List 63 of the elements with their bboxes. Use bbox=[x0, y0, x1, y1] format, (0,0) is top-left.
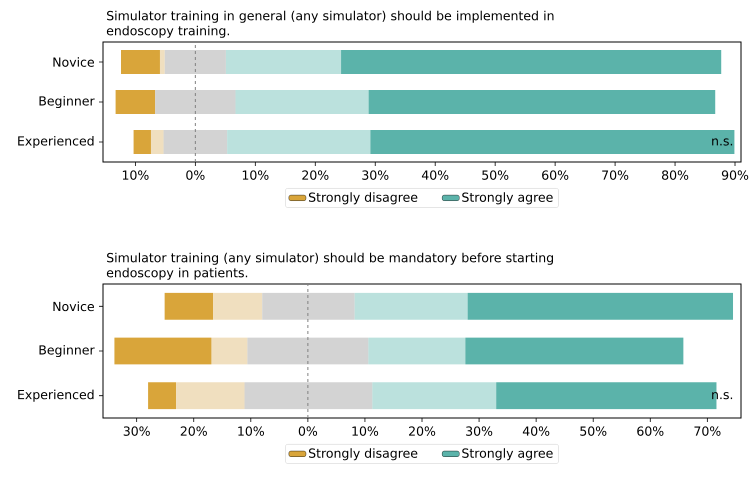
y-tick-label: Beginner bbox=[40, 96, 95, 108]
legend-label: Strongly disagree bbox=[308, 192, 418, 204]
x-tick-label: 70% bbox=[602, 170, 628, 180]
legend-label: Strongly disagree bbox=[308, 448, 418, 460]
y-tick-label: Beginner bbox=[40, 344, 95, 358]
y-tick-label: Experienced bbox=[18, 390, 94, 402]
bar bbox=[164, 130, 228, 154]
bar bbox=[213, 292, 262, 320]
bar bbox=[354, 292, 468, 320]
bar bbox=[244, 382, 372, 410]
x-tick-label: 30% bbox=[362, 170, 388, 180]
x-tick-label: 10% bbox=[242, 170, 268, 180]
x-tick-label: 50% bbox=[482, 170, 508, 180]
chart-title: Simulator training in general (any simulator) should be implemented in endoscopy training. bbox=[106, 10, 554, 38]
x-tick-label: 50% bbox=[580, 426, 606, 436]
bar bbox=[468, 292, 734, 320]
bar bbox=[370, 130, 734, 154]
x-tick-label: 60% bbox=[637, 426, 664, 436]
x-tick-label: 60% bbox=[542, 170, 568, 180]
x-tick-label: 70% bbox=[694, 426, 721, 436]
x-tick-label: 20% bbox=[180, 426, 207, 436]
x-tick-label: 40% bbox=[522, 426, 550, 436]
legend-label: Strongly agree bbox=[462, 448, 553, 460]
bar bbox=[160, 50, 165, 74]
x-tick-label: 0% bbox=[298, 426, 318, 436]
x-tick-label: 80% bbox=[662, 170, 688, 180]
bar bbox=[211, 338, 248, 364]
legend-label: Strongly agree bbox=[462, 192, 553, 204]
x-tick-label: 10% bbox=[352, 426, 378, 436]
bar bbox=[116, 90, 156, 114]
bar bbox=[368, 338, 466, 364]
y-tick-label: Experienced bbox=[18, 136, 94, 148]
bar bbox=[372, 382, 496, 410]
x-tick-label: 40% bbox=[422, 170, 448, 180]
x-tick-label: 0% bbox=[186, 170, 205, 180]
bar bbox=[155, 90, 236, 114]
x-tick-label: 90% bbox=[722, 170, 748, 180]
x-tick-label: 10% bbox=[122, 170, 149, 180]
bar bbox=[236, 90, 369, 114]
x-tick-label: 10% bbox=[238, 426, 264, 436]
x-tick-label: 30% bbox=[124, 426, 150, 436]
x-tick-label: 20% bbox=[302, 170, 328, 180]
bar bbox=[164, 50, 226, 74]
bar bbox=[465, 338, 684, 364]
bar bbox=[150, 130, 164, 154]
bar bbox=[164, 292, 214, 320]
bar bbox=[120, 50, 160, 74]
bar bbox=[134, 130, 151, 154]
y-tick-label: Novice bbox=[53, 57, 94, 67]
y-tick-label: Novice bbox=[53, 301, 94, 312]
bar bbox=[227, 130, 370, 154]
bar bbox=[247, 338, 368, 364]
x-tick-label: 20% bbox=[409, 426, 436, 436]
bar bbox=[368, 90, 716, 114]
bar bbox=[226, 50, 342, 74]
x-tick-label: 30% bbox=[466, 426, 492, 436]
annotation: n.s. bbox=[712, 138, 732, 146]
bar bbox=[341, 50, 722, 74]
bar bbox=[262, 292, 355, 320]
bar bbox=[148, 382, 176, 410]
bar bbox=[114, 338, 212, 364]
chart-title: Simulator training (any simulator) should be mandatory before starting endoscopy in patients. bbox=[106, 252, 553, 280]
bar bbox=[176, 382, 245, 410]
